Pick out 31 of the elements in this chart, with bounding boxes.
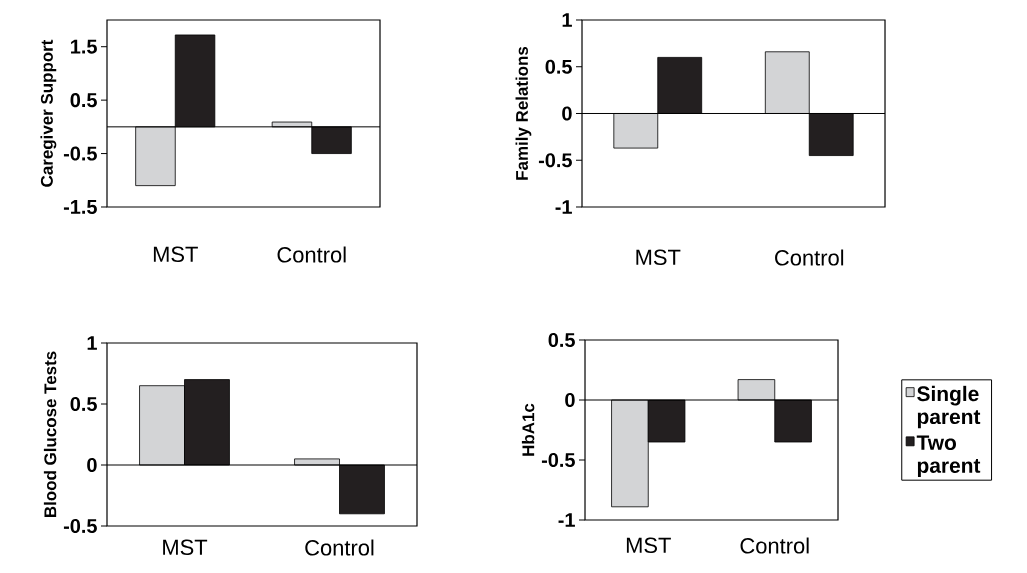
y-tick-label: -0.5 (63, 146, 97, 161)
legend-label: Two parent (916, 435, 981, 478)
legend-label: Single parent (917, 385, 981, 429)
y-tick-label: 0 (565, 392, 575, 408)
y-tick-label: -0.5 (541, 452, 575, 468)
y-tick-label: 0.5 (70, 93, 97, 108)
y-tick-label: 1 (562, 13, 572, 27)
x-tick-label: MST (636, 249, 681, 266)
y-tick-label: 0 (562, 106, 572, 121)
y-tick-label: 0.5 (70, 396, 97, 412)
y-tick-label: -0.5 (538, 153, 572, 168)
y-axis-title: Caregiver Support (40, 39, 57, 187)
x-tick-label: MST (163, 539, 208, 556)
y-tick-label: -1.5 (63, 200, 97, 214)
y-tick-label: 1.5 (71, 39, 97, 54)
y-tick-label: -1 (558, 513, 575, 527)
y-axis-title: Blood Glucose Tests (43, 351, 57, 517)
y-tick-label: -1 (555, 200, 572, 214)
x-tick-label: Control (775, 249, 844, 266)
y-axis-title: HbA1c (521, 403, 535, 456)
y-axis-title: Family Relations (515, 46, 532, 180)
x-tick-label: MST (153, 246, 198, 263)
x-tick-label: MST (626, 537, 671, 554)
y-tick-label: 0.5 (548, 332, 575, 348)
y-tick-label: -0.5 (63, 518, 97, 534)
y-tick-label: 0.5 (545, 59, 572, 74)
x-tick-label: Control (305, 539, 374, 556)
x-tick-label: Control (740, 537, 809, 554)
x-tick-label: Control (277, 246, 346, 263)
y-tick-label: 1 (87, 336, 97, 350)
y-tick-label: 0 (87, 457, 97, 473)
